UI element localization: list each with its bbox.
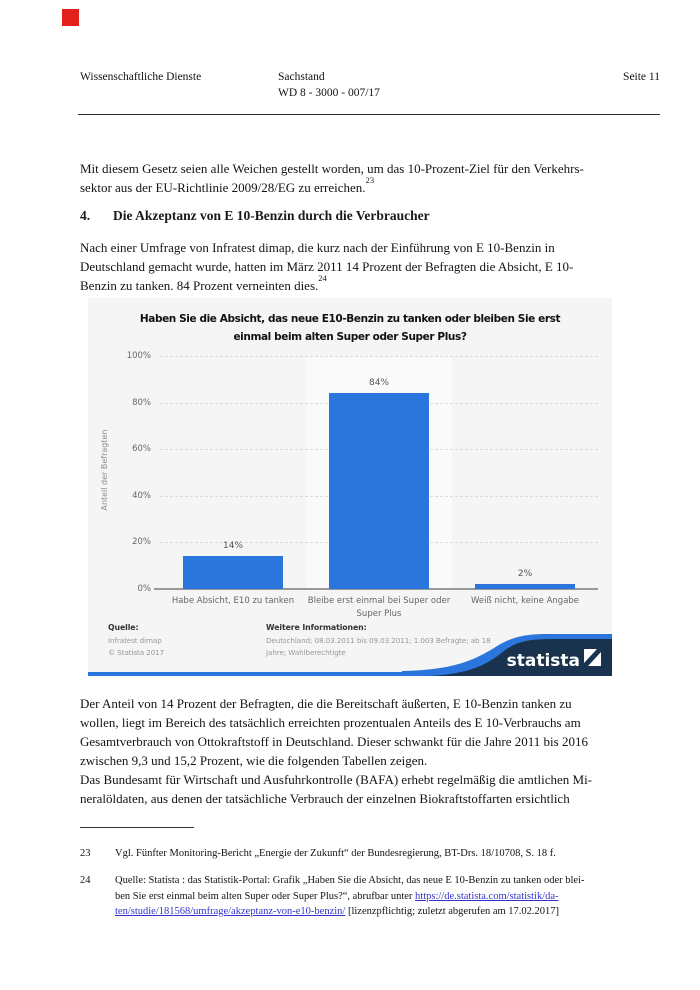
source-text: Infratest dimap © Statista 2017 bbox=[108, 635, 165, 657]
statista-url-link[interactable]: https://de.statista.com/statistik/da- te… bbox=[115, 890, 559, 918]
section-heading: 4. Die Akzeptanz von E 10-Benzin durch d… bbox=[80, 208, 430, 224]
footnote-text-pre: Quelle: Statista : das Statistik-Portal:… bbox=[115, 875, 585, 902]
paragraph-1: Mit diesem Gesetz seien alle Weichen ges… bbox=[80, 159, 584, 197]
bar-value-label: 2% bbox=[517, 569, 533, 580]
header-org: Wissenschaftliche Dienste bbox=[80, 71, 202, 83]
paragraph-2-text: Nach einer Umfrage von Infratest dimap, … bbox=[80, 240, 574, 293]
footnote-24: 24 Quelle: Statista : das Statistik-Port… bbox=[80, 873, 655, 920]
category-label: Weiß nicht, keine Angabe bbox=[470, 596, 580, 606]
paragraph-3-text: Der Anteil von 14 Prozent der Befragten,… bbox=[80, 696, 588, 768]
category-label: Bleibe erst einmal bei Super oder Super … bbox=[307, 596, 451, 619]
statista-logo: statista bbox=[402, 634, 612, 676]
bar-value-label: 84% bbox=[368, 378, 389, 389]
chart-title: Haben Sie die Absicht, das neue E10-Benz… bbox=[139, 313, 561, 344]
header-doc-type: Sachstand bbox=[278, 71, 325, 83]
info-text: Deutschland; 08.03.2011 bis 09.03.2011; … bbox=[266, 635, 491, 657]
chart-more-info: Weitere Informationen: Deutschland; 08.03… bbox=[266, 622, 491, 659]
paragraph-4: Das Bundesamt für Wirtschaft und Ausfuhr… bbox=[80, 770, 592, 808]
section-number: 4. bbox=[80, 208, 91, 223]
statista-logo-icon bbox=[584, 649, 601, 666]
chart-bottom-bar bbox=[88, 672, 612, 676]
y-tick: 0% bbox=[137, 583, 152, 594]
footnote-text: Quelle: Statista : das Statistik-Portal:… bbox=[115, 873, 655, 920]
chart-footer: Quelle: Infratest dimap © Statista 2017 W… bbox=[88, 620, 612, 672]
x-axis-line bbox=[154, 588, 598, 590]
paragraph-3: Der Anteil von 14 Prozent der Befragten,… bbox=[80, 694, 588, 770]
bar-value-label: 14% bbox=[222, 541, 243, 552]
red-marker bbox=[62, 9, 79, 26]
y-tick: 60% bbox=[132, 444, 151, 455]
y-tick: 40% bbox=[132, 490, 151, 501]
section-title: Die Akzeptanz von E 10-Benzin durch die … bbox=[113, 208, 430, 223]
footnote-number: 23 bbox=[80, 848, 91, 859]
info-label: Weitere Informationen: bbox=[266, 623, 367, 632]
y-tick: 100% bbox=[126, 351, 151, 361]
footnote-text: Vgl. Fünfter Monitoring-Bericht „Energie… bbox=[115, 848, 556, 859]
y-tick: 20% bbox=[132, 537, 151, 548]
chart-category-labels: Habe Absicht, E10 zu tanken Bleibe erst … bbox=[160, 595, 598, 621]
statista-wordmark: statista bbox=[507, 651, 580, 671]
chart-plot-area: 100% 80% 60% 40% 20% 0% 14% 84% 2% bbox=[127, 351, 598, 594]
source-label: Quelle: bbox=[108, 623, 139, 632]
footnote-23: 23 Vgl. Fünfter Monitoring-Bericht „Ener… bbox=[80, 846, 556, 862]
footnote-ref-23: 23 bbox=[365, 174, 375, 185]
statista-chart: Haben Sie die Absicht, das neue E10-Benz… bbox=[88, 298, 612, 676]
gridline bbox=[160, 356, 598, 357]
paragraph-1-text: Mit diesem Gesetz seien alle Weichen ges… bbox=[80, 161, 584, 195]
bar-weiss-nicht bbox=[475, 584, 575, 589]
footnote-number: 24 bbox=[80, 875, 91, 886]
header-doc-info: Sachstand WD 8 - 3000 - 007/17 bbox=[278, 69, 380, 101]
footnote-separator bbox=[80, 827, 194, 828]
header-doc-number: WD 8 - 3000 - 007/17 bbox=[278, 87, 380, 100]
header-rule bbox=[78, 114, 660, 115]
paragraph-2: Nach einer Umfrage von Infratest dimap, … bbox=[80, 238, 573, 295]
chart-y-axis-label: Anteil der Befragten bbox=[100, 429, 109, 511]
bar-habe-absicht bbox=[183, 556, 283, 589]
paragraph-4-text: Das Bundesamt für Wirtschaft und Ausfuhr… bbox=[80, 772, 593, 806]
footnote-text-post: [lizenzpflichtig; zuletzt abgerufen am 1… bbox=[345, 906, 560, 917]
footnote-ref-24: 24 bbox=[318, 272, 327, 283]
header-page-number: Seite 11 bbox=[623, 71, 660, 83]
chart-source: Quelle: Infratest dimap © Statista 2017 bbox=[108, 622, 164, 659]
bar-bleibe-bei-super bbox=[329, 393, 429, 589]
category-label: Habe Absicht, E10 zu tanken bbox=[171, 596, 295, 606]
statista-swoosh-navy bbox=[428, 639, 612, 676]
y-tick: 80% bbox=[132, 397, 151, 408]
